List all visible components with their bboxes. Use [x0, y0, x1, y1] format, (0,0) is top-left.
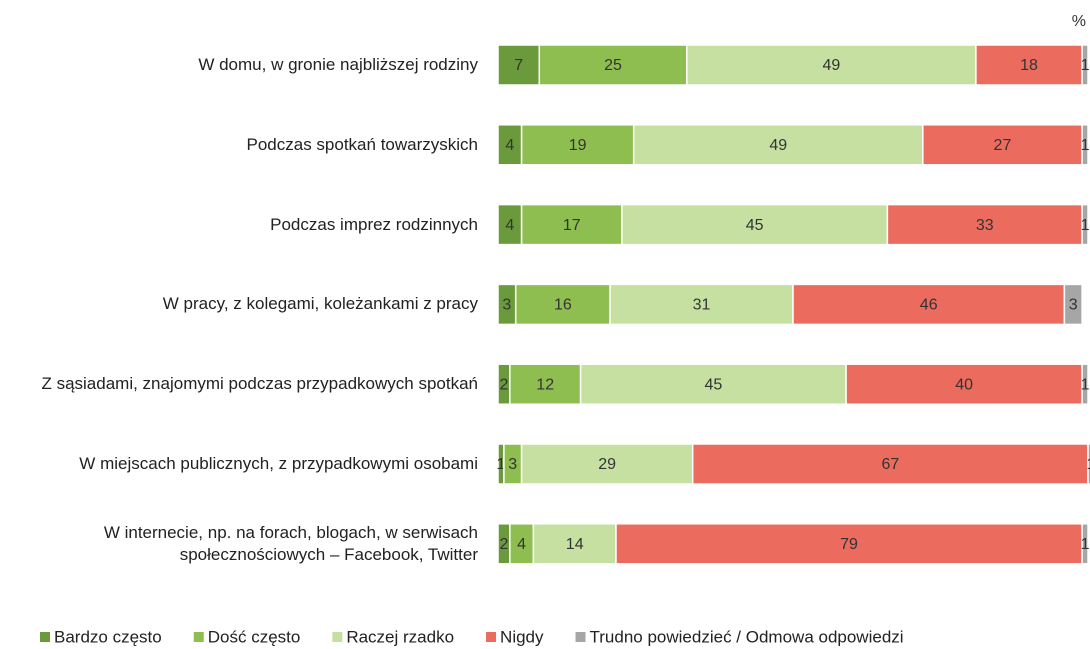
category-label: Z sąsiadami, znajomymi podczas przypadko… [41, 374, 478, 394]
legend-swatch [40, 632, 50, 642]
bar-segment [1081, 203, 1089, 246]
bar-segment [686, 44, 977, 86]
value-label: 1 [496, 456, 505, 473]
value-label: 2 [499, 376, 508, 393]
bar-segment [609, 283, 794, 326]
value-label: 1 [1086, 456, 1090, 473]
value-label: 16 [554, 297, 572, 314]
category-label: Podczas spotkań towarzyskich [246, 134, 479, 154]
value-label: 3 [508, 456, 517, 473]
value-label: 46 [920, 297, 938, 314]
bar-segment [691, 443, 1089, 485]
value-label: 1 [1081, 536, 1090, 553]
value-label: 3 [502, 297, 511, 314]
value-label: 45 [746, 217, 764, 234]
value-label: 1 [1081, 57, 1090, 74]
legend-swatch [575, 632, 586, 642]
bar-segment [532, 523, 617, 565]
category-label: W pracy, z kolegami, koleżankami z pracy [162, 294, 478, 314]
category-label: W miejscach publicznych, z przypadkowymi… [79, 454, 478, 473]
bar-segment [1087, 443, 1090, 485]
bar-segment [1081, 523, 1089, 565]
legend-swatch [332, 632, 343, 642]
legend-label: Dość często [208, 627, 301, 646]
bar-segment [1081, 124, 1089, 166]
legend-swatch [486, 632, 497, 642]
category-label: W internecie, np. na forach, blogach, w … [103, 522, 478, 564]
bar-segment [615, 523, 1083, 565]
value-label: 18 [1020, 57, 1038, 74]
value-label: 2 [499, 536, 508, 553]
bar-segment [520, 124, 635, 166]
value-label: 7 [514, 57, 523, 74]
value-label: 14 [566, 536, 584, 553]
bar-segment [922, 124, 1083, 166]
bar-segment [538, 44, 688, 86]
legend-label: Trudno powiedzieć / Odmowa odpowiedzi [590, 627, 904, 646]
value-label: 3 [1069, 297, 1078, 314]
value-label: 4 [517, 536, 526, 553]
bar-segment [1081, 44, 1089, 86]
legend-label: Bardzo często [54, 627, 162, 646]
value-label: 25 [604, 57, 622, 74]
value-label: 1 [1081, 217, 1090, 234]
value-label: 45 [704, 376, 722, 393]
bar-segment [520, 443, 694, 485]
value-label: 49 [822, 57, 840, 74]
bar-segment [579, 363, 847, 405]
value-label: 79 [840, 536, 858, 553]
bar-segment [520, 203, 623, 246]
value-label: 4 [505, 217, 514, 234]
value-label: 27 [994, 137, 1012, 154]
legend-swatch [193, 632, 204, 642]
bar-segment [632, 124, 924, 166]
value-label: 33 [976, 217, 994, 234]
value-label: 12 [536, 376, 554, 393]
bar-segment [1063, 283, 1083, 326]
category-label: Podczas imprez rodzinnych [270, 214, 478, 234]
value-label: 49 [769, 137, 787, 154]
value-label: 31 [693, 297, 711, 314]
value-label: 1 [1081, 137, 1090, 154]
legend-label: Nigdy [500, 627, 544, 646]
unit-label: % [1072, 13, 1086, 30]
value-label: 19 [569, 137, 587, 154]
value-label: 40 [955, 376, 973, 393]
bar-segment [1081, 363, 1089, 405]
legend-label: Raczej rzadko [346, 627, 454, 646]
bar-segment [886, 203, 1083, 246]
value-label: 4 [505, 137, 514, 154]
value-label: 1 [1081, 376, 1090, 393]
value-label: 67 [881, 456, 899, 473]
value-label: 17 [563, 217, 581, 234]
bar-segment [845, 363, 1083, 405]
category-label: W domu, w gronie najbliższej rodziny [198, 55, 478, 74]
bar-segment [514, 283, 611, 326]
value-label: 29 [598, 456, 616, 473]
bar-segment [621, 203, 889, 246]
